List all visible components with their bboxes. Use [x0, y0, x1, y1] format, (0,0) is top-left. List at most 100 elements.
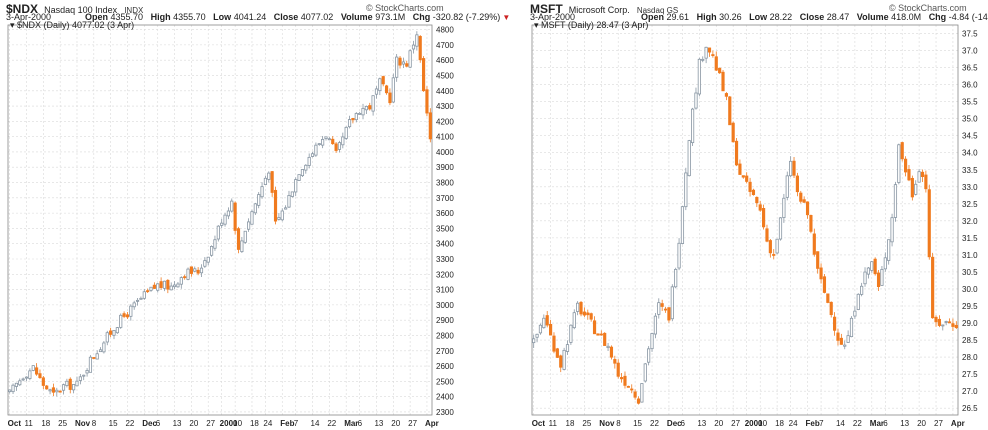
candle [300, 169, 305, 177]
symbol: $NDX [6, 2, 39, 16]
y-tick-label: 29.0 [962, 319, 978, 328]
candle [538, 323, 543, 335]
candle [297, 174, 301, 181]
candle [384, 84, 389, 95]
candle [785, 171, 789, 201]
x-tick-label: 10 [758, 419, 767, 428]
y-tick-label: 37.5 [962, 30, 978, 39]
candle [684, 167, 688, 211]
price-plot: ▾ MSFT (Daily) 28.47 (3 Apr) 26.5 27.0 27.5… [531, 20, 978, 428]
candle [172, 281, 177, 290]
quote-date: 3-Apr-2000 [6, 12, 52, 22]
candle [549, 319, 553, 336]
quote-stats: Open 29.61 High 30.26 Low 28.22 Close 28… [636, 12, 988, 22]
low-value: 28.22 [769, 12, 793, 22]
candle [833, 312, 837, 336]
x-tick-label: 15 [109, 419, 118, 428]
candle [72, 384, 76, 394]
candle [88, 355, 93, 373]
x-tick-label: Oct [8, 419, 22, 428]
y-tick-label: 3900 [436, 163, 454, 172]
candle [603, 332, 607, 346]
candle [240, 236, 244, 253]
candle [636, 396, 641, 405]
candle [876, 269, 881, 291]
candle [196, 267, 200, 276]
y-tick-label: 3700 [436, 194, 454, 203]
candle [243, 230, 247, 244]
candle [826, 293, 830, 304]
candle [418, 35, 422, 63]
y-tick-label: 4200 [436, 117, 454, 126]
candle [398, 55, 402, 69]
candle [304, 164, 308, 174]
x-tick-label: 8 [616, 419, 621, 428]
x-tick-label: 22 [327, 419, 336, 428]
candle [532, 334, 536, 349]
x-tick-label: 24 [789, 419, 798, 428]
candle [778, 217, 783, 241]
candle [819, 263, 823, 284]
candle [569, 324, 573, 345]
candle [75, 376, 79, 387]
y-tick-label: 4700 [436, 41, 454, 50]
candle [951, 318, 955, 331]
candle [887, 239, 891, 265]
candle [738, 159, 742, 175]
candle [937, 315, 941, 328]
symbol: MSFT [530, 2, 563, 16]
y-tick-label: 4800 [436, 26, 454, 35]
candle [893, 181, 898, 222]
candle [680, 206, 685, 245]
candle [805, 201, 810, 219]
candle [748, 177, 752, 197]
candle [341, 132, 345, 149]
candle [572, 309, 576, 330]
x-tick-label: 22 [125, 419, 134, 428]
candle [650, 332, 654, 352]
candle [193, 266, 197, 273]
candle [795, 172, 799, 197]
candle [210, 245, 214, 257]
y-tick-label: 3500 [436, 224, 454, 233]
candle [358, 111, 362, 115]
candle [277, 212, 281, 221]
x-tick-label: 18 [41, 419, 50, 428]
y-tick-label: 26.5 [962, 404, 978, 413]
candle [816, 251, 820, 274]
candle [347, 115, 352, 129]
volume-value: 418.0M [891, 12, 922, 22]
candle [368, 102, 372, 111]
x-tick-label: 27 [206, 419, 215, 428]
candle [596, 333, 600, 336]
candle [213, 235, 217, 251]
candle [162, 280, 167, 292]
y-tick-label: 35.0 [962, 115, 978, 124]
y-tick-label: 33.5 [962, 166, 978, 175]
candle [132, 300, 136, 310]
candle [880, 266, 884, 286]
open-value: 29.61 [666, 12, 690, 22]
candle [562, 347, 566, 371]
candle [694, 87, 698, 110]
candle [924, 170, 928, 193]
candle [643, 363, 647, 383]
candle [344, 126, 348, 140]
candle [822, 273, 827, 294]
candle [422, 56, 426, 92]
x-tick-label: Mar [344, 419, 358, 428]
y-tick-label: 3600 [436, 209, 454, 218]
chart-header: $NDX Nasdaq 100 Index INDX [6, 2, 143, 16]
candle [260, 182, 264, 199]
candle [371, 95, 375, 116]
y-tick-label: 4300 [436, 102, 454, 111]
candle [334, 142, 338, 153]
security-name: Microsoft Corp. [568, 5, 630, 15]
candle [711, 50, 715, 58]
exchange: Nasdaq GS [636, 6, 679, 15]
security-name: Nasdaq 100 Index [44, 5, 118, 15]
candle [321, 135, 325, 149]
candle [267, 171, 271, 183]
x-tick-label: 24 [263, 419, 272, 428]
candle [616, 359, 620, 379]
